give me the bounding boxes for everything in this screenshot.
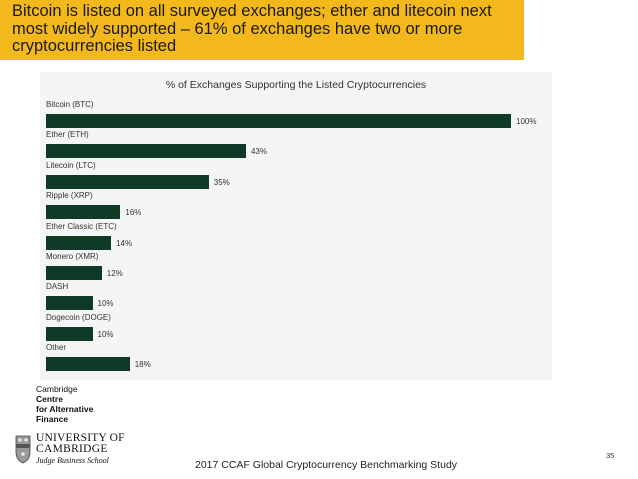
bar (46, 266, 102, 280)
value-label: 43% (250, 147, 267, 157)
category-label: Bitcoin (BTC) (46, 100, 94, 109)
university-line-2: CAMBRIDGE (36, 443, 108, 455)
university-line-1: UNIVERSITY OF (36, 432, 125, 444)
bar (46, 326, 93, 341)
value-label: 35% (213, 177, 230, 187)
value-label: 14% (116, 238, 133, 248)
university-crest-icon (15, 435, 31, 464)
category-label: DASH (46, 282, 69, 292)
bar (46, 144, 246, 159)
value-label: 16% (125, 208, 142, 218)
category-label: Ripple (XRP) (46, 191, 93, 201)
headline-text: Bitcoin is listed on all surveyed exchan… (12, 2, 492, 55)
headline-banner: Bitcoin is listed on all surveyed exchan… (0, 0, 524, 60)
value-label: 12% (106, 269, 123, 278)
category-label: Other (46, 343, 67, 353)
university-line-3: Judge Business School (36, 456, 109, 465)
bar (46, 296, 93, 311)
ccaf-line-4: Finance (36, 414, 69, 424)
value-label: 10% (97, 299, 114, 309)
ccaf-logo: Cambridge Centre for Alternative Finance (36, 384, 93, 424)
university-wordmark: UNIVERSITY OF CAMBRIDGE Judge Business S… (36, 432, 125, 466)
ccaf-line-3: for Alternative (36, 404, 94, 414)
chart-title: % of Exchanges Supporting the Listed Cry… (165, 79, 427, 91)
footer-study-title: 2017 CCAF Global Cryptocurrency Benchmar… (195, 459, 458, 471)
category-label: Ether Classic (ETC) (46, 221, 117, 231)
bar (46, 174, 209, 189)
ccaf-line-1: Cambridge (36, 384, 78, 394)
value-label: 100% (516, 117, 537, 126)
bar (46, 205, 121, 220)
category-label: Dogecoin (DOGE) (46, 312, 111, 322)
bar (46, 357, 130, 372)
value-label: 10% (97, 329, 114, 339)
category-label: Monero (XMR) (46, 252, 99, 261)
ccaf-line-2: Centre (36, 394, 63, 404)
category-label: Ether (ETH) (46, 130, 89, 140)
bar (46, 235, 112, 250)
category-label: Litecoin (LTC) (46, 160, 96, 170)
value-label: 18% (134, 360, 151, 370)
bar (46, 114, 511, 128)
page-number: 35 (606, 451, 615, 460)
